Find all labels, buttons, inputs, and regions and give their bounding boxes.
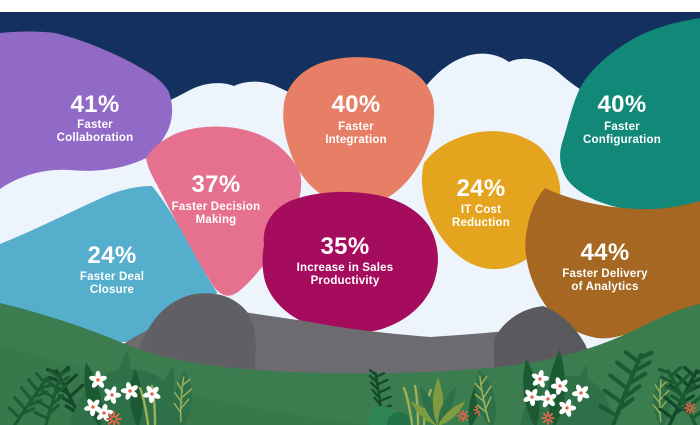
blob-faster-deal-closure: 24% Faster Deal Closure <box>0 186 217 343</box>
blob-label-line2: Closure <box>90 284 134 296</box>
percentage-value: 35% <box>321 233 370 260</box>
round-leaf-icon <box>387 412 411 425</box>
blob-shape <box>262 191 438 334</box>
blob-label-line1: Faster Deal <box>80 271 144 283</box>
blob-label-line1: Faster <box>604 121 640 133</box>
blob-it-cost-reduction: 24% IT Cost Reduction <box>421 131 561 270</box>
percentage-value: 37% <box>192 171 241 198</box>
percentage-value: 24% <box>88 242 137 269</box>
blob-shape <box>146 126 302 296</box>
blob-label-line2: Configuration <box>583 134 661 146</box>
blob-label-line2: Reduction <box>452 217 510 229</box>
percentage-value: 40% <box>598 91 647 118</box>
blob-shape <box>560 18 700 212</box>
foliage-right <box>471 349 700 425</box>
blob-shape <box>0 31 173 189</box>
blob-label-line2: Making <box>196 214 237 226</box>
blob-faster-decision-making: 37% Faster Decision Making <box>146 126 302 296</box>
blob-faster-delivery-of-analytics: 44% Faster Delivery of Analytics <box>525 188 700 339</box>
blob-label-line1: IT Cost <box>461 204 501 216</box>
blob-label-line2: of Analytics <box>571 281 638 293</box>
blob-faster-collaboration: 41% Faster Collaboration <box>0 31 173 189</box>
blob-label-line1: Increase in Sales <box>297 262 394 274</box>
blob-shape <box>525 188 700 339</box>
blob-shape <box>0 186 217 343</box>
foliage-center <box>356 367 487 425</box>
blob-increase-in-sales-productivity: 35% Increase in Sales Productivity <box>262 191 438 334</box>
percentage-value: 44% <box>581 239 630 266</box>
blob-label-line2: Productivity <box>311 275 380 287</box>
blob-faster-configuration: 40% Faster Configuration <box>560 18 700 212</box>
blob-label-line1: Faster Delivery <box>562 268 648 280</box>
blob-shape <box>283 57 435 205</box>
grass-tuft <box>138 384 157 425</box>
blob-label-line2: Collaboration <box>57 132 134 144</box>
percentage-value: 41% <box>71 91 120 118</box>
mountain-left-peak <box>140 293 256 373</box>
foliage-left <box>5 349 198 425</box>
leaf-bush <box>520 375 614 425</box>
blob-label-line1: Faster <box>77 119 113 131</box>
blob-label-line1: Faster Decision <box>172 201 261 213</box>
blob-label-line2: Integration <box>325 134 387 146</box>
blob-faster-integration: 40% Faster Integration <box>283 57 435 205</box>
blob-label-line1: Faster <box>338 121 374 133</box>
percentage-value: 40% <box>332 91 381 118</box>
blob-shape <box>421 131 561 270</box>
percentage-value: 24% <box>457 175 506 202</box>
